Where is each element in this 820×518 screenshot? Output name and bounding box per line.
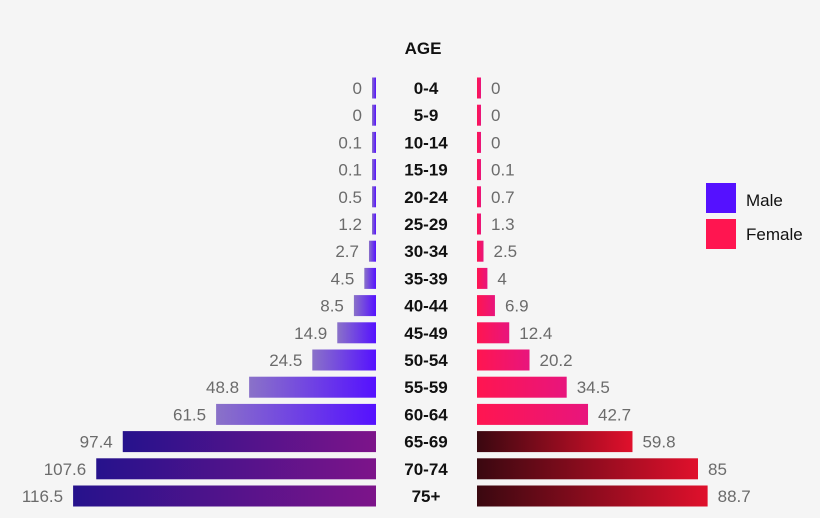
category-label-65-69: 65-69 <box>404 433 447 452</box>
value-label-male-35-39: 4.5 <box>331 269 355 288</box>
bar-male-55-59 <box>249 376 376 398</box>
value-label-female-5-9: 0 <box>491 106 500 125</box>
value-label-male-60-64: 61.5 <box>173 405 206 424</box>
category-label-40-44: 40-44 <box>404 297 448 316</box>
bar-female-25-29 <box>477 213 481 235</box>
category-label-30-34: 30-34 <box>404 242 448 261</box>
bar-male-35-39 <box>364 267 376 289</box>
bar-male-0-4 <box>372 77 376 99</box>
value-label-male-10-14: 0.1 <box>338 133 362 152</box>
bar-female-15-19 <box>477 159 481 181</box>
bar-male-60-64 <box>216 403 376 425</box>
chart-title: AGE <box>405 39 442 58</box>
category-label-75plus: 75+ <box>412 487 441 506</box>
legend-swatch-male <box>706 183 736 213</box>
bar-female-75plus <box>477 485 708 507</box>
value-label-male-40-44: 8.5 <box>320 297 344 316</box>
bar-female-20-24 <box>477 186 481 208</box>
bar-female-60-64 <box>477 403 589 425</box>
value-label-male-75plus: 116.5 <box>22 487 63 506</box>
category-label-10-14: 10-14 <box>404 133 448 152</box>
value-label-female-40-44: 6.9 <box>505 297 529 316</box>
value-label-female-0-4: 0 <box>491 79 500 98</box>
bar-female-45-49 <box>477 322 510 344</box>
bar-male-70-74 <box>96 458 377 480</box>
bar-female-40-44 <box>477 295 495 317</box>
bar-male-40-44 <box>353 295 376 317</box>
value-label-female-10-14: 0 <box>491 133 500 152</box>
value-label-male-25-29: 1.2 <box>338 215 362 234</box>
category-label-5-9: 5-9 <box>414 106 439 125</box>
value-label-male-20-24: 0.5 <box>338 188 362 207</box>
value-label-male-45-49: 14.9 <box>294 324 327 343</box>
value-label-male-15-19: 0.1 <box>338 161 362 180</box>
bar-female-65-69 <box>477 431 633 453</box>
value-label-female-55-59: 34.5 <box>577 378 610 397</box>
value-label-female-35-39: 4 <box>497 269 506 288</box>
value-label-female-45-49: 12.4 <box>519 324 552 343</box>
category-label-60-64: 60-64 <box>404 405 448 424</box>
category-label-50-54: 50-54 <box>404 351 448 370</box>
value-label-female-75plus: 88.7 <box>718 487 751 506</box>
bar-male-45-49 <box>337 322 376 344</box>
bar-male-10-14 <box>372 131 376 153</box>
bar-female-70-74 <box>477 458 698 480</box>
value-label-female-70-74: 85 <box>708 460 727 479</box>
bar-male-75plus <box>73 485 376 507</box>
bar-female-10-14 <box>477 131 481 153</box>
value-label-female-50-54: 20.2 <box>540 351 573 370</box>
bar-male-25-29 <box>372 213 376 235</box>
category-label-35-39: 35-39 <box>404 269 447 288</box>
value-label-female-30-34: 2.5 <box>494 242 518 261</box>
legend-label-female: Female <box>746 225 803 244</box>
bar-female-0-4 <box>477 77 481 99</box>
category-label-55-59: 55-59 <box>404 378 447 397</box>
bar-male-50-54 <box>312 349 376 371</box>
value-label-male-70-74: 107.6 <box>44 460 87 479</box>
bar-female-30-34 <box>477 240 484 262</box>
value-label-female-25-29: 1.3 <box>491 215 515 234</box>
category-label-15-19: 15-19 <box>404 161 447 180</box>
value-label-female-60-64: 42.7 <box>598 405 631 424</box>
value-label-male-50-54: 24.5 <box>269 351 302 370</box>
value-label-female-15-19: 0.1 <box>491 161 515 180</box>
bar-female-5-9 <box>477 104 481 126</box>
bar-male-30-34 <box>368 240 376 262</box>
value-label-male-0-4: 0 <box>353 79 362 98</box>
legend-swatch-female <box>706 219 736 249</box>
bar-female-35-39 <box>477 267 488 289</box>
category-label-20-24: 20-24 <box>404 188 448 207</box>
category-label-0-4: 0-4 <box>414 79 439 98</box>
legend-label-male: Male <box>746 191 783 210</box>
category-label-25-29: 25-29 <box>404 215 447 234</box>
value-label-female-65-69: 59.8 <box>642 433 675 452</box>
value-label-male-30-34: 2.7 <box>335 242 359 261</box>
bar-male-5-9 <box>372 104 376 126</box>
bar-female-55-59 <box>477 376 567 398</box>
category-label-70-74: 70-74 <box>404 460 448 479</box>
bars-group: 0 0 0-4 0 0 5-9 0.1 0 10-14 0.1 0.1 15-19 0.5 0.7 20-2… <box>22 77 751 507</box>
value-label-female-20-24: 0.7 <box>491 188 515 207</box>
bar-male-20-24 <box>372 186 376 208</box>
category-label-45-49: 45-49 <box>404 324 447 343</box>
legend: Male Female <box>706 183 803 249</box>
value-label-male-5-9: 0 <box>353 106 362 125</box>
bar-male-65-69 <box>122 431 376 453</box>
bar-male-15-19 <box>372 159 376 181</box>
bar-female-50-54 <box>477 349 530 371</box>
value-label-male-65-69: 97.4 <box>80 433 113 452</box>
value-label-male-55-59: 48.8 <box>206 378 239 397</box>
